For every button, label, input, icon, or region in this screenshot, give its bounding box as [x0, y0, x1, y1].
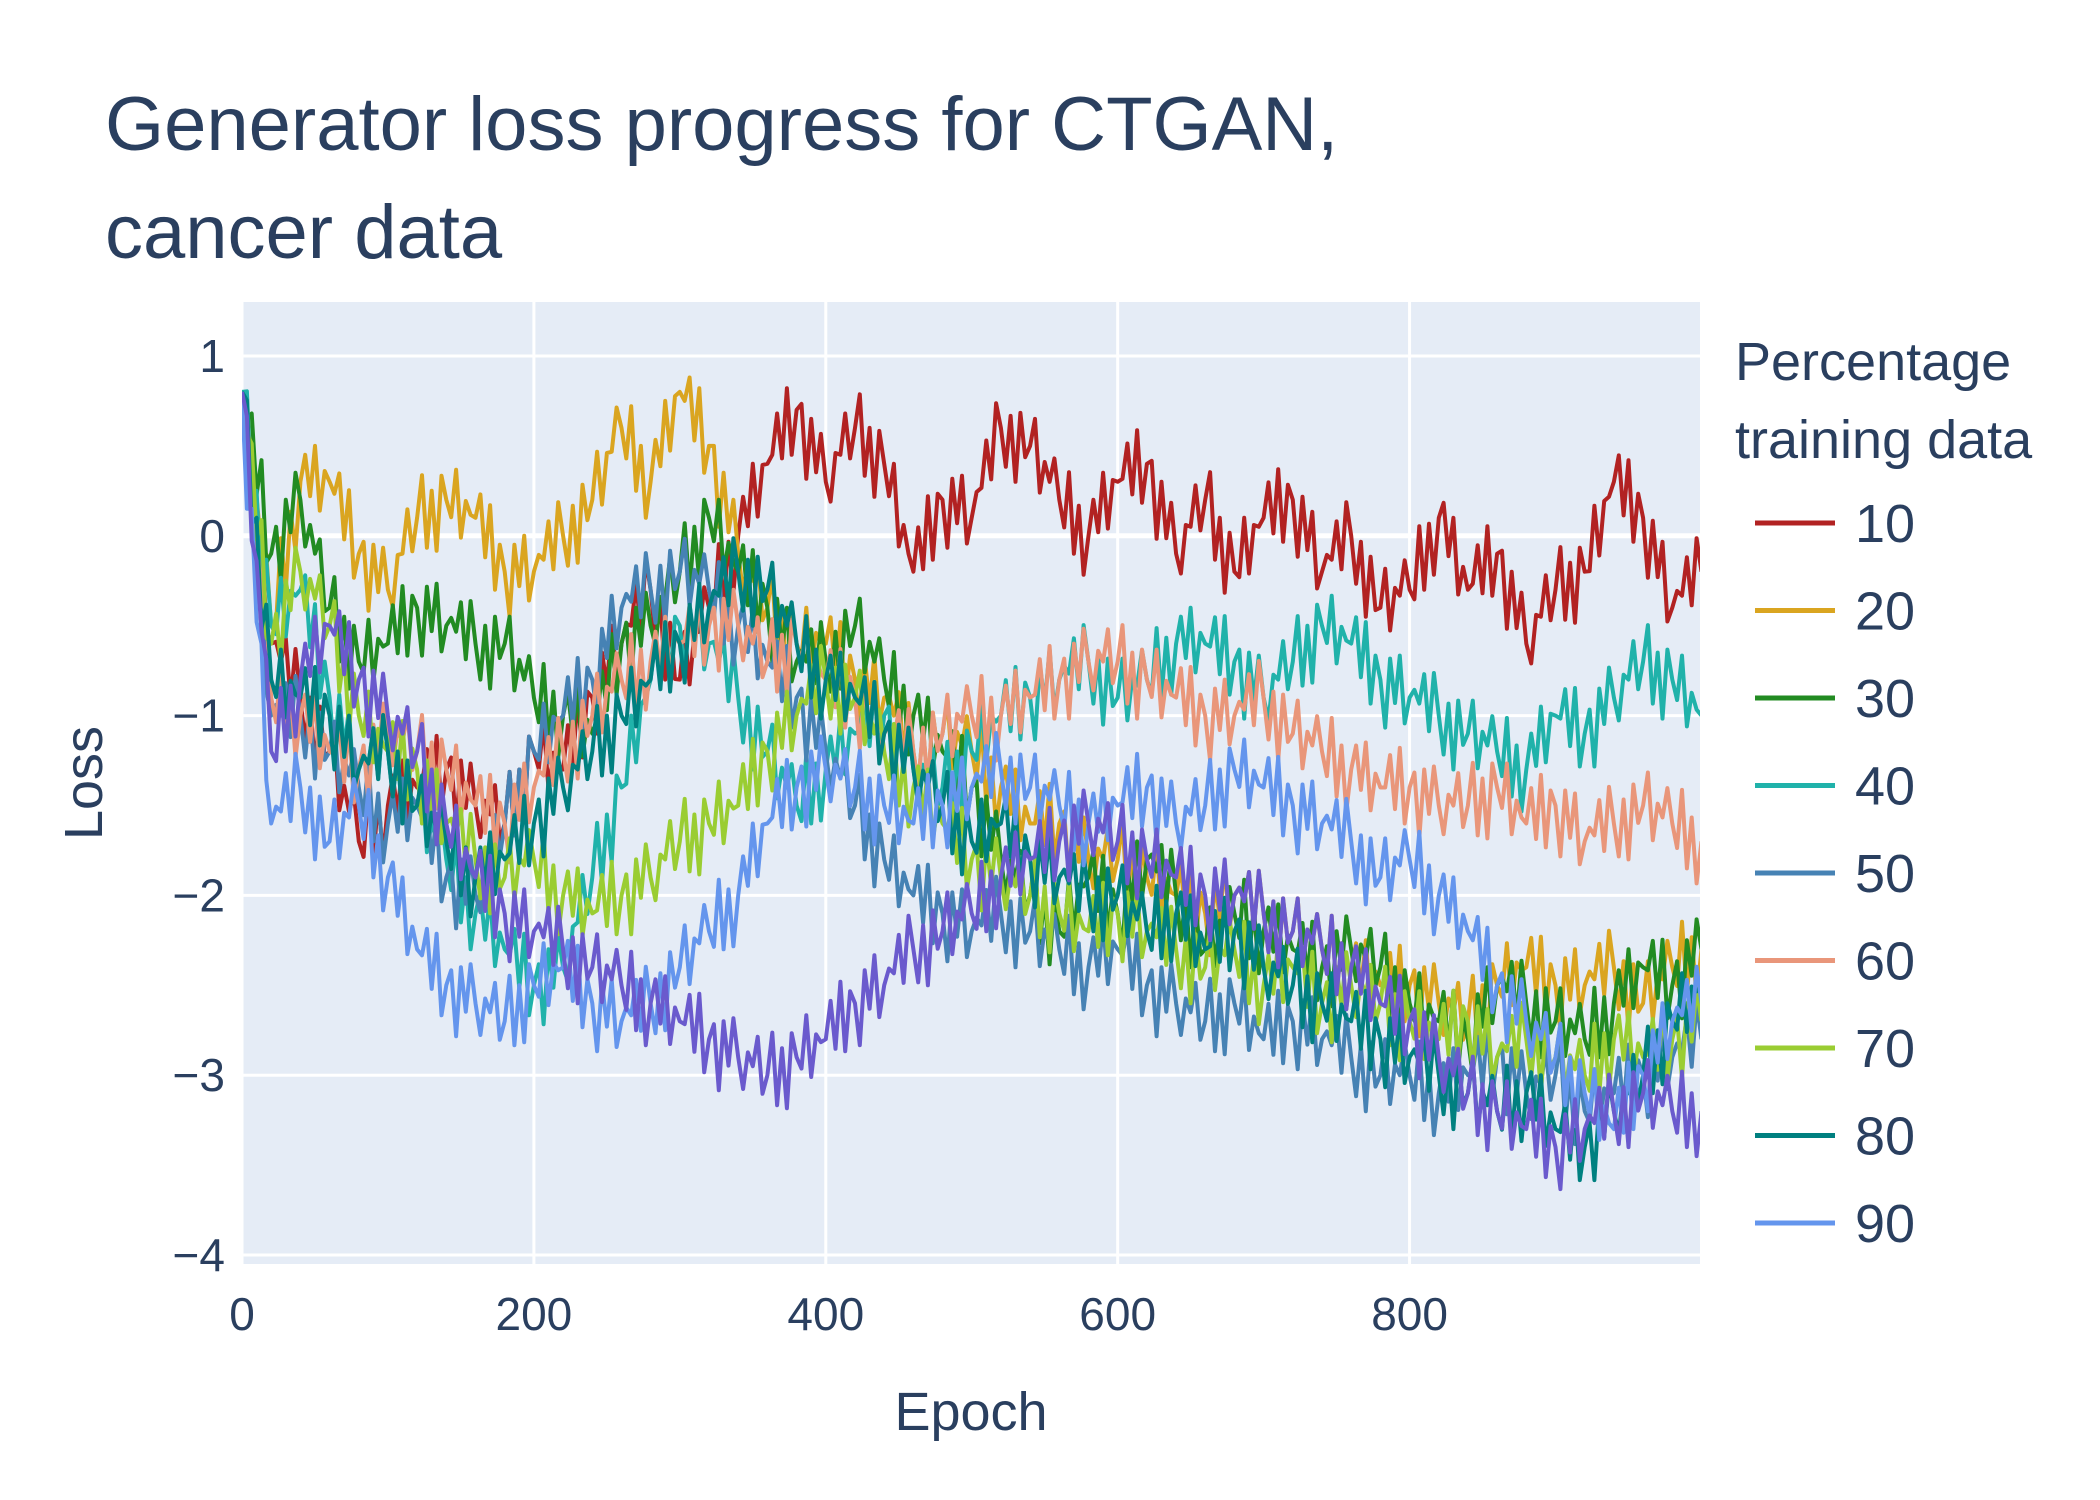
x-tick-label: 400	[787, 1288, 864, 1340]
legend-label: 80	[1855, 1107, 1915, 1167]
legend-item-60[interactable]: 60	[1755, 932, 1915, 992]
legend-item-50[interactable]: 50	[1755, 844, 1915, 904]
legend-item-80[interactable]: 80	[1755, 1107, 1915, 1167]
legend-item-20[interactable]: 20	[1755, 582, 1915, 642]
legend-item-10[interactable]: 10	[1755, 494, 1915, 554]
y-tick-label: 0	[199, 510, 225, 562]
y-tick-label: −2	[173, 869, 225, 921]
series-path	[242, 389, 1700, 1027]
chart-title-line-2: cancer data	[105, 190, 503, 275]
legend-label: 50	[1855, 844, 1915, 904]
x-tick-label: 800	[1371, 1288, 1448, 1340]
series-path	[242, 391, 1700, 886]
legend-label: 70	[1855, 1019, 1915, 1079]
chart-title-line-1: Generator loss progress for CTGAN,	[105, 82, 1338, 167]
legend: Percentage training data 10 20 30 40 50 60 70 8…	[1735, 332, 2033, 1254]
x-axis-title: Epoch	[894, 1382, 1047, 1442]
legend-item-90[interactable]: 90	[1755, 1194, 1915, 1254]
legend-title-line-2: training data	[1735, 410, 2033, 470]
y-tick-label: −4	[173, 1229, 225, 1281]
series-line-40	[242, 389, 1700, 1027]
legend-label: 40	[1855, 757, 1915, 817]
series-line-60	[242, 391, 1700, 886]
legend-items: 10 20 30 40 50 60 70 80 90	[1755, 494, 1915, 1254]
y-tick-label: −3	[173, 1049, 225, 1101]
x-tick-label: 600	[1079, 1288, 1156, 1340]
series-path	[242, 391, 1700, 1192]
legend-label: 90	[1855, 1194, 1915, 1254]
legend-label: 10	[1855, 494, 1915, 554]
legend-label: 20	[1855, 582, 1915, 642]
series-line-90	[242, 391, 1700, 1142]
legend-item-30[interactable]: 30	[1755, 669, 1915, 729]
legend-title-line-1: Percentage	[1735, 332, 2011, 392]
y-axis-title: Loss	[54, 726, 114, 840]
legend-label: 30	[1855, 669, 1915, 729]
legend-label: 60	[1855, 932, 1915, 992]
legend-item-40[interactable]: 40	[1755, 757, 1915, 817]
x-axis-ticks: 0 200 400 600 800	[229, 1288, 1448, 1340]
series-path	[242, 386, 1700, 862]
y-tick-label: −1	[173, 690, 225, 742]
series-path	[242, 391, 1700, 1142]
series-lines	[242, 375, 1700, 1192]
series-line-10	[242, 386, 1700, 862]
y-axis-ticks: −4 −3 −2 −1 0 1	[173, 330, 225, 1281]
legend-item-70[interactable]: 70	[1755, 1019, 1915, 1079]
x-tick-label: 0	[229, 1288, 255, 1340]
series-line-9	[242, 391, 1700, 1192]
y-tick-label: 1	[199, 330, 225, 382]
x-tick-label: 200	[496, 1288, 573, 1340]
